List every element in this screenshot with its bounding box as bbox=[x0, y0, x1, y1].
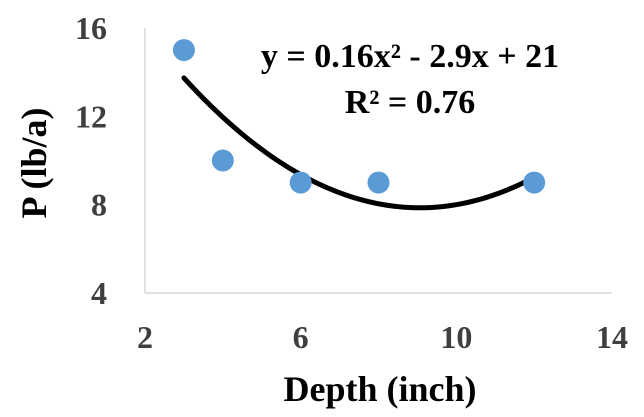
x-axis-title: Depth (inch) bbox=[283, 369, 476, 409]
trendline-r2: R² = 0.76 bbox=[345, 84, 476, 121]
y-tick-label: 4 bbox=[91, 275, 107, 311]
data-point bbox=[173, 39, 195, 61]
data-point bbox=[212, 150, 234, 172]
x-tick-label: 2 bbox=[137, 319, 153, 355]
x-tick-label: 10 bbox=[440, 319, 472, 355]
x-tick-label: 6 bbox=[293, 319, 309, 355]
data-point bbox=[523, 172, 545, 194]
data-point bbox=[368, 172, 390, 194]
x-tick-labels: 2 6 10 14 bbox=[137, 319, 628, 355]
y-tick-label: 12 bbox=[75, 98, 107, 134]
trendline-equation: y = 0.16x² - 2.9x + 21 bbox=[261, 38, 559, 75]
y-tick-label: 16 bbox=[75, 10, 107, 46]
y-tick-labels: 4 8 12 16 bbox=[75, 10, 107, 311]
y-axis-title: P (lb/a) bbox=[14, 107, 54, 218]
x-tick-label: 14 bbox=[596, 319, 628, 355]
data-point bbox=[290, 172, 312, 194]
y-tick-label: 8 bbox=[91, 187, 107, 223]
